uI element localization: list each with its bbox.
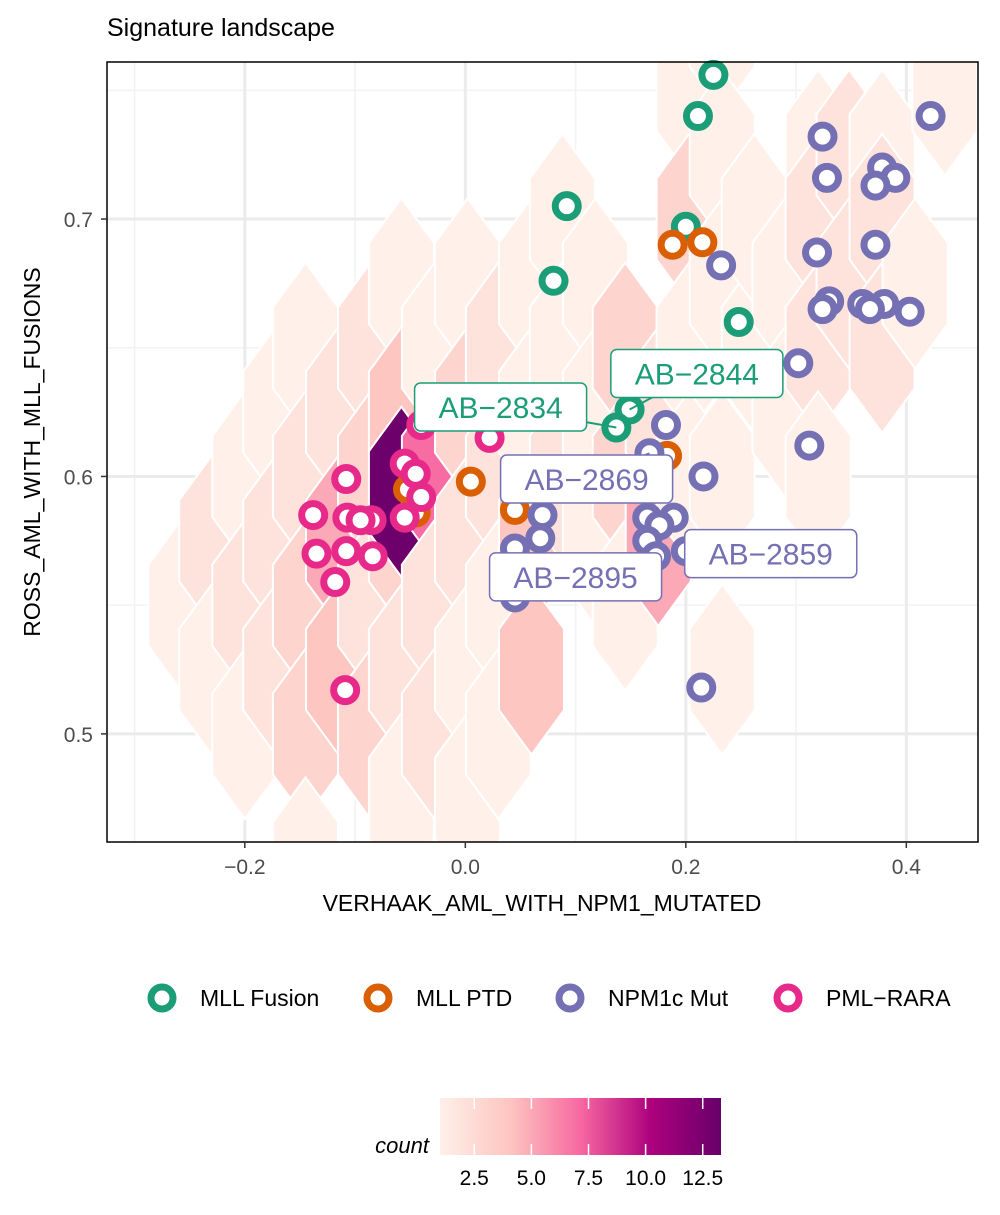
data-point	[406, 482, 437, 513]
y-axis-ticks: 0.5 0.6 0.7	[64, 209, 107, 747]
data-point	[400, 458, 431, 489]
data-point	[298, 500, 329, 531]
data-point	[807, 121, 838, 152]
data-point	[331, 536, 362, 567]
data-point	[525, 523, 556, 554]
annotation-label: AB−2869	[524, 464, 648, 497]
legend-key	[147, 983, 177, 1013]
data-point	[811, 162, 842, 193]
data-point	[802, 237, 833, 268]
data-point	[860, 170, 891, 201]
y-tick-label: 0.6	[64, 466, 93, 489]
data-point	[357, 541, 388, 572]
colorbar-tick-label: 2.5	[460, 1167, 489, 1190]
data-point	[687, 227, 718, 258]
annotation-layer: AB−2844 AB−2834 AB−2869 AB−2859 AB−2895	[413, 348, 858, 602]
data-point	[860, 229, 891, 260]
colorbar: 2.5 5.0 7.5 10.0 12.5 count	[375, 1098, 723, 1190]
annotation-box	[488, 552, 663, 602]
legend: MLL Fusion MLL PTD NPM1c Mut PML−RARA	[147, 983, 951, 1013]
plot-panel-border	[106, 61, 979, 843]
annotation-label: AB−2844	[635, 358, 759, 391]
data-point	[794, 430, 825, 461]
legend-label: PML−RARA	[826, 985, 951, 1011]
legend-key	[555, 983, 585, 1013]
data-point	[320, 567, 351, 597]
colorbar-tick-label: 10.0	[625, 1167, 666, 1190]
points-layer	[298, 59, 946, 706]
y-axis-title: ROSS_AML_WITH_MLL_FUSIONS	[19, 267, 45, 636]
data-point	[551, 191, 582, 222]
x-tick-label: 0.2	[671, 856, 700, 879]
colorbar-title: count	[375, 1133, 430, 1158]
colorbar-tick-label: 5.0	[517, 1167, 546, 1190]
data-point	[650, 409, 681, 440]
hexbin-cell	[688, 582, 756, 757]
legend-key	[773, 983, 803, 1013]
legend-label: MLL PTD	[416, 985, 512, 1011]
colorbar-gradient	[440, 1098, 721, 1155]
colorbar-tick-label: 12.5	[682, 1167, 723, 1190]
data-point	[455, 466, 486, 497]
legend-key	[363, 983, 393, 1013]
data-point	[783, 348, 814, 379]
hexbin-cell	[498, 582, 565, 757]
data-point	[527, 500, 558, 531]
data-point	[894, 296, 925, 327]
data-point	[682, 101, 713, 132]
x-axis-ticks: −0.2 0.0 0.2 0.4	[224, 842, 921, 879]
data-point	[657, 229, 688, 260]
y-tick-label: 0.7	[64, 209, 93, 232]
data-point	[698, 59, 729, 90]
chart-title: Signature landscape	[107, 14, 335, 42]
annotation-box	[499, 454, 674, 504]
colorbar-tick-label: 7.5	[574, 1167, 603, 1190]
legend-label: MLL Fusion	[200, 985, 319, 1011]
annotation-box	[610, 348, 784, 399]
data-point	[345, 505, 376, 536]
data-point	[331, 464, 362, 495]
hexbin-cell	[911, 62, 978, 178]
data-point	[807, 294, 838, 325]
annotation-label: AB−2895	[513, 562, 637, 595]
data-point	[706, 250, 737, 281]
data-point	[915, 101, 946, 132]
data-point	[686, 672, 717, 703]
data-point	[330, 675, 361, 706]
data-point	[389, 502, 420, 533]
annotation-label: AB−2859	[709, 539, 833, 572]
data-point	[723, 307, 754, 337]
x-tick-label: 0.0	[451, 856, 480, 879]
data-point	[688, 461, 719, 492]
data-point	[538, 265, 569, 296]
data-point	[301, 538, 332, 569]
annotation-label: AB−2834	[438, 392, 562, 425]
legend-label: NPM1c Mut	[608, 985, 729, 1011]
hexbin-cell	[271, 775, 339, 842]
y-tick-label: 0.5	[64, 724, 93, 747]
x-axis-title: VERHAAK_AML_WITH_NPM1_MUTATED	[323, 890, 762, 916]
x-tick-label: 0.4	[892, 856, 922, 879]
annotation-box	[413, 382, 588, 432]
annotation-box	[683, 528, 858, 579]
x-tick-label: −0.2	[224, 856, 265, 879]
data-point	[854, 294, 885, 325]
